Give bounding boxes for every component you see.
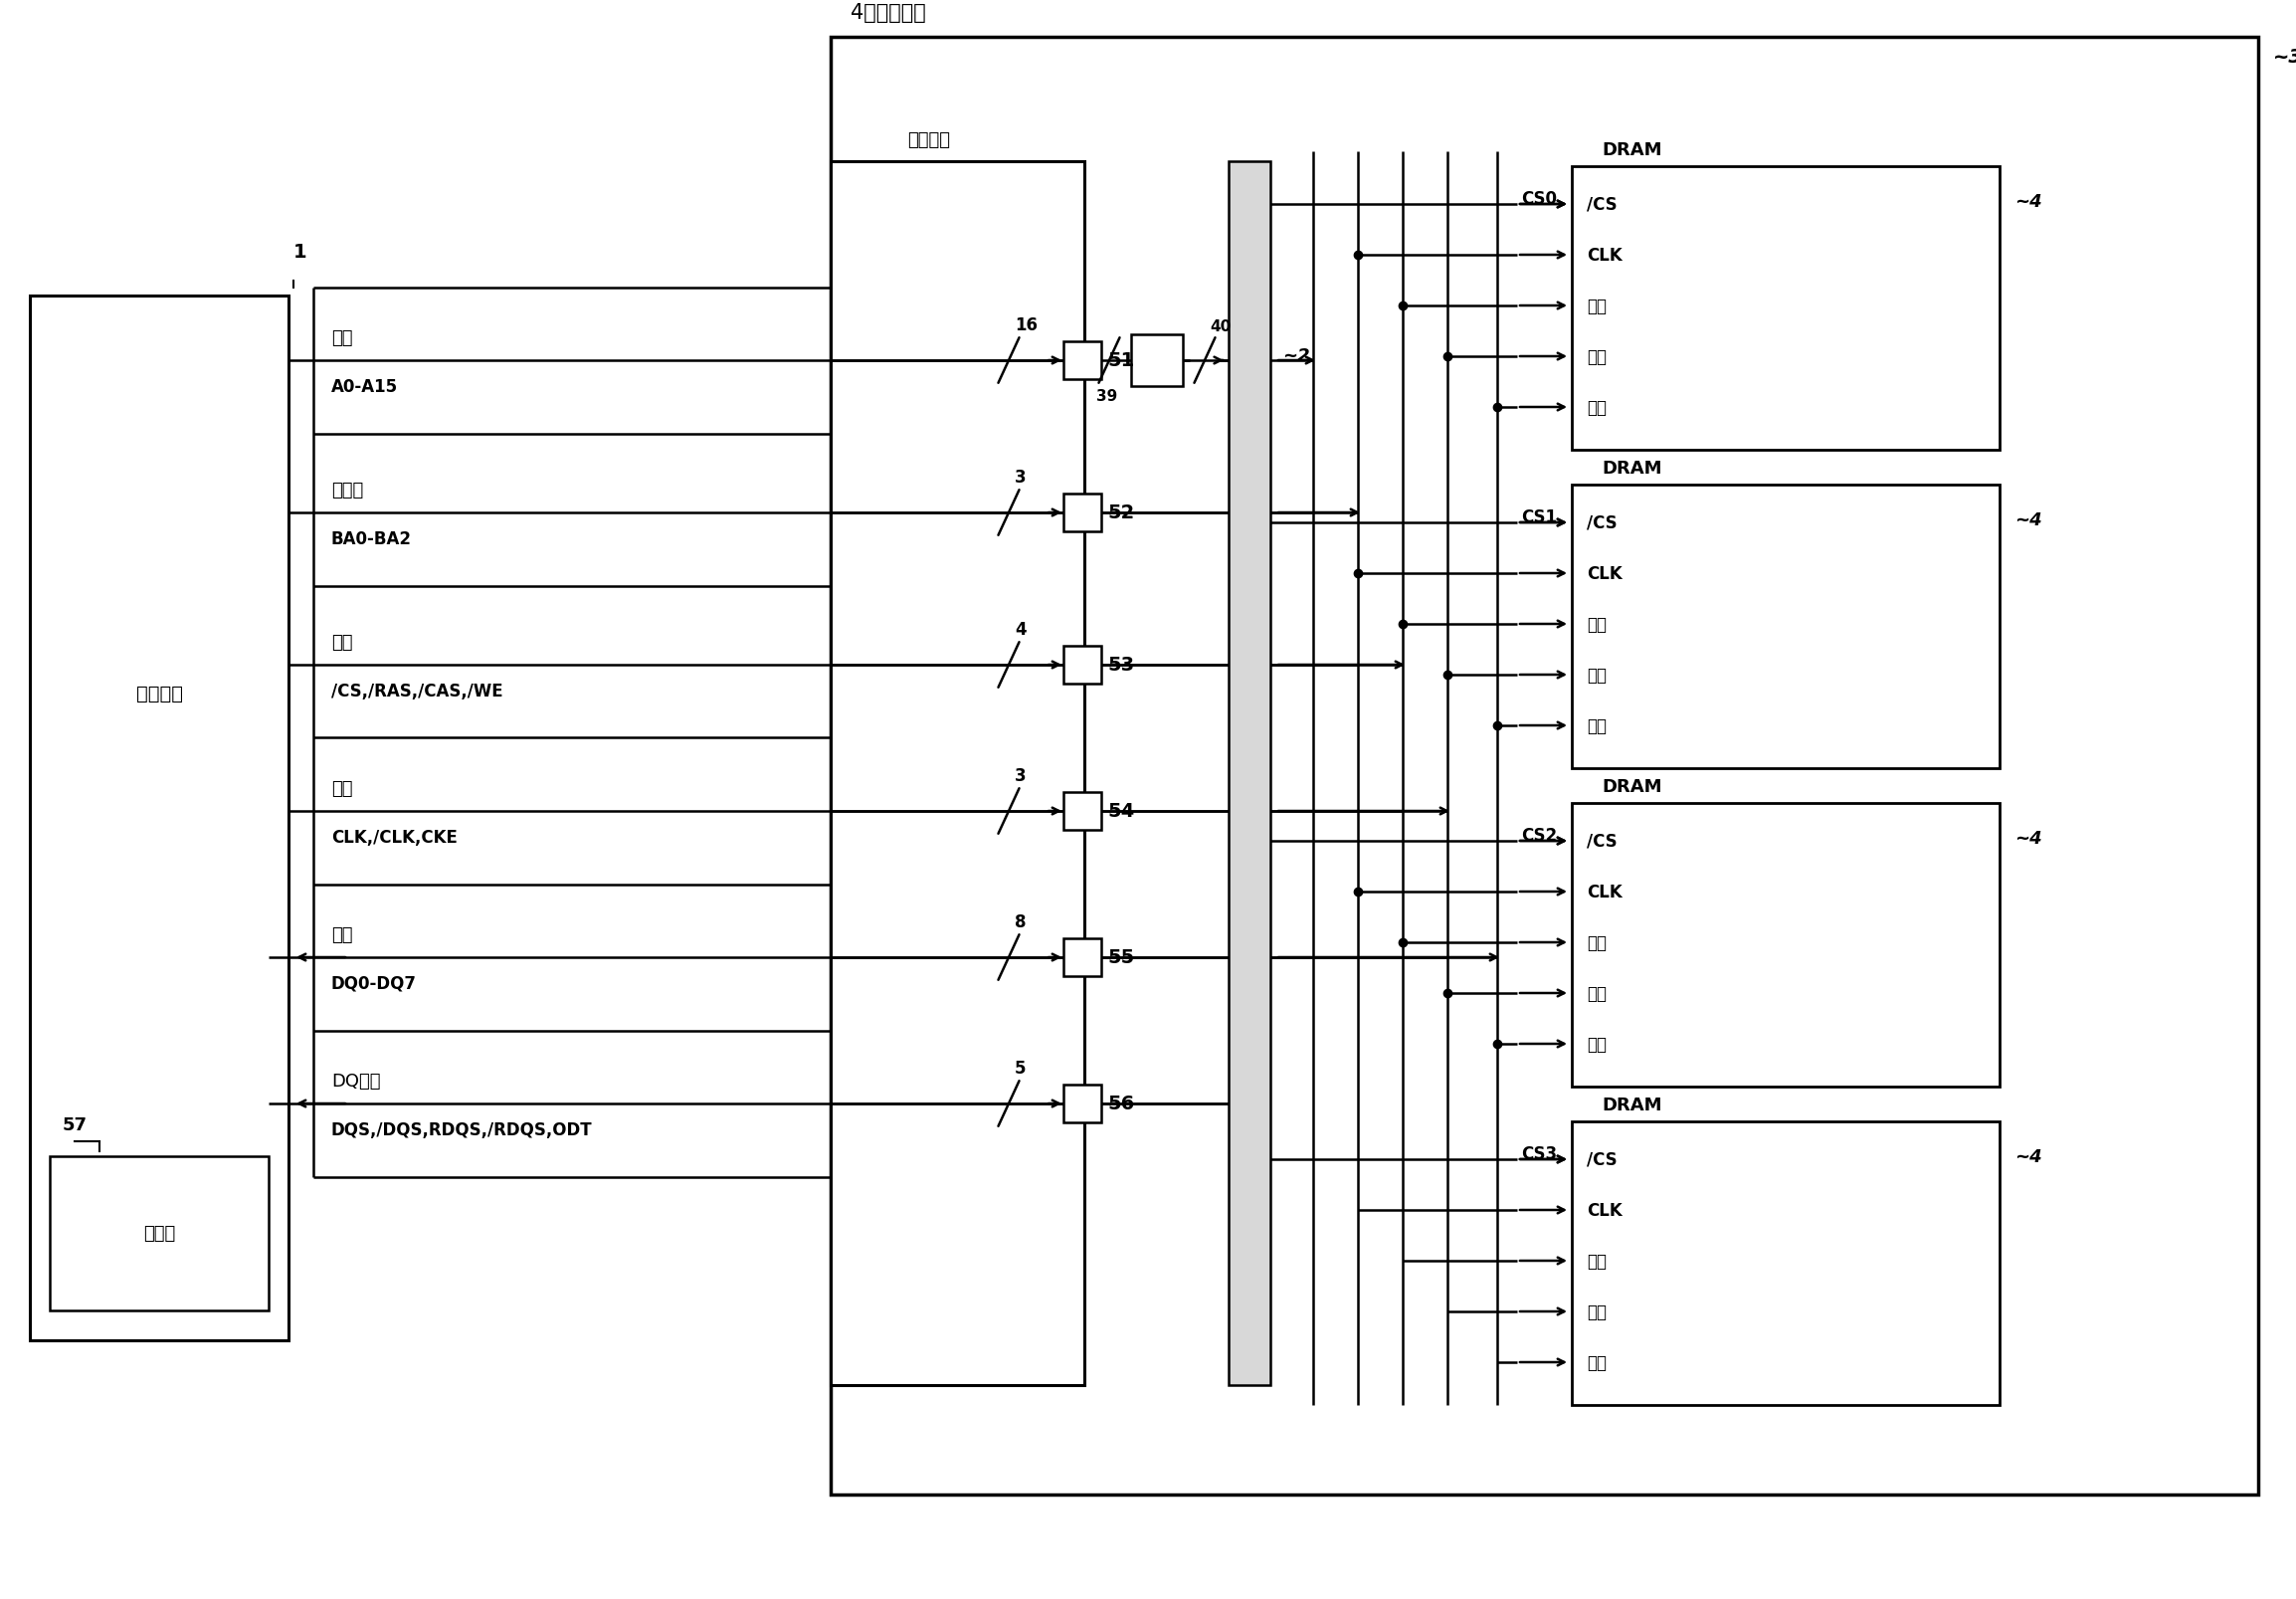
Bar	[1063, 1084, 1102, 1122]
Text: DRAM: DRAM	[1603, 459, 1662, 478]
Bar	[30, 296, 289, 1340]
Text: 地址: 地址	[1587, 616, 1607, 633]
Text: CLK,/CLK,CKE: CLK,/CLK,CKE	[331, 828, 457, 846]
Text: /CS,/RAS,/CAS,/WE: /CS,/RAS,/CAS,/WE	[331, 683, 503, 700]
Text: CS1: CS1	[1520, 508, 1557, 526]
Text: ~2: ~2	[1281, 347, 1309, 365]
Text: 存储体: 存储体	[331, 481, 363, 499]
Text: /CS: /CS	[1587, 515, 1616, 532]
Text: 地址: 地址	[331, 329, 354, 347]
Text: DRAM: DRAM	[1603, 1095, 1662, 1115]
Bar	[1573, 1121, 2000, 1406]
Text: 3: 3	[1015, 469, 1026, 486]
Text: 数据: 数据	[331, 926, 354, 943]
Text: ~4: ~4	[2014, 1148, 2041, 1166]
Text: DRAM: DRAM	[1603, 141, 1662, 160]
Bar	[1063, 494, 1102, 532]
Text: ~4: ~4	[2014, 512, 2041, 529]
Text: CLK: CLK	[1587, 1201, 1623, 1218]
Text: CLK: CLK	[1587, 564, 1623, 582]
Bar	[831, 161, 1084, 1385]
Text: 数据: 数据	[1587, 716, 1607, 736]
Text: 8: 8	[1015, 913, 1026, 931]
Text: 指令: 指令	[1587, 1303, 1607, 1321]
Text: ~4: ~4	[2014, 193, 2041, 211]
Bar	[1132, 336, 1182, 387]
Text: 57: 57	[62, 1116, 87, 1134]
Text: 16: 16	[1015, 317, 1038, 334]
Text: CLK: CLK	[1587, 246, 1623, 264]
Bar	[831, 38, 2259, 1495]
Text: /CS: /CS	[1587, 197, 1616, 214]
Bar	[51, 1156, 269, 1311]
Text: /CS: /CS	[1587, 1151, 1616, 1169]
Bar	[1573, 166, 2000, 451]
Text: ~4: ~4	[2014, 830, 2041, 847]
Bar	[1063, 793, 1102, 830]
Text: 指令: 指令	[1587, 985, 1607, 1003]
Text: 56: 56	[1107, 1094, 1134, 1113]
Text: 指令: 指令	[1587, 667, 1607, 684]
Text: 5: 5	[1015, 1059, 1026, 1078]
Text: 55: 55	[1107, 948, 1134, 967]
Text: 地址: 地址	[1587, 297, 1607, 315]
Text: 54: 54	[1107, 803, 1134, 820]
Bar	[1573, 484, 2000, 769]
Text: 4层叠层封装: 4层叠层封装	[850, 3, 925, 22]
Text: DQS,/DQS,RDQS,/RDQS,ODT: DQS,/DQS,RDQS,/RDQS,ODT	[331, 1121, 592, 1138]
Text: DQ0-DQ7: DQ0-DQ7	[331, 974, 418, 993]
Text: 3: 3	[1015, 766, 1026, 785]
Text: 指令: 指令	[331, 633, 354, 651]
Bar	[1063, 939, 1102, 977]
Bar	[1228, 161, 1270, 1385]
Text: CS2: CS2	[1520, 827, 1557, 844]
Text: 1: 1	[294, 243, 308, 262]
Bar	[1063, 342, 1102, 381]
Text: 时钟: 时钟	[331, 780, 354, 798]
Text: 地址: 地址	[1587, 934, 1607, 951]
Text: 接口芯片: 接口芯片	[907, 131, 951, 149]
Text: A0-A15: A0-A15	[331, 377, 397, 397]
Text: CLK: CLK	[1587, 883, 1623, 900]
Text: DQ控制: DQ控制	[331, 1071, 381, 1091]
Bar	[1063, 646, 1102, 684]
Text: 比较器: 比较器	[142, 1225, 174, 1242]
Text: 53: 53	[1107, 656, 1134, 675]
Text: /CS: /CS	[1587, 833, 1616, 851]
Text: CS3: CS3	[1520, 1145, 1557, 1162]
Text: ~3: ~3	[2273, 48, 2296, 67]
Bar	[1573, 803, 2000, 1087]
Text: 指令: 指令	[1587, 349, 1607, 366]
Text: 51: 51	[1107, 352, 1134, 371]
Text: 试验装置: 试验装置	[135, 684, 184, 702]
Text: 40: 40	[1210, 320, 1231, 334]
Text: 地址: 地址	[1587, 1252, 1607, 1270]
Text: 4: 4	[1015, 620, 1026, 638]
Text: BA0-BA2: BA0-BA2	[331, 529, 411, 548]
Text: 数据: 数据	[1587, 1035, 1607, 1054]
Text: 39: 39	[1097, 389, 1118, 403]
Text: DRAM: DRAM	[1603, 777, 1662, 796]
Text: 数据: 数据	[1587, 398, 1607, 417]
Text: 数据: 数据	[1587, 1353, 1607, 1372]
Text: 52: 52	[1107, 504, 1134, 523]
Text: CS0: CS0	[1520, 190, 1557, 208]
